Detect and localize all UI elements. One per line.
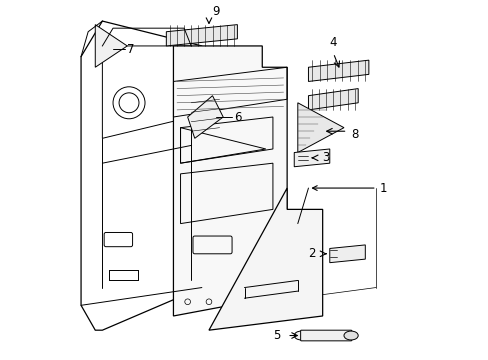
Polygon shape — [95, 24, 127, 67]
Polygon shape — [308, 89, 358, 110]
Text: 3: 3 — [322, 151, 329, 165]
Polygon shape — [187, 96, 223, 138]
Polygon shape — [329, 245, 365, 263]
Polygon shape — [166, 24, 237, 46]
Polygon shape — [173, 46, 286, 316]
Text: 6: 6 — [233, 111, 241, 123]
Ellipse shape — [294, 331, 308, 340]
Text: 9: 9 — [212, 5, 220, 18]
Text: 8: 8 — [350, 128, 358, 141]
Polygon shape — [308, 60, 368, 81]
Text: 2: 2 — [307, 247, 315, 260]
Text: 5: 5 — [272, 329, 280, 342]
Polygon shape — [208, 188, 322, 330]
Polygon shape — [297, 103, 343, 153]
Text: 7: 7 — [127, 43, 135, 56]
Text: 1: 1 — [312, 181, 386, 194]
Polygon shape — [294, 149, 329, 167]
FancyBboxPatch shape — [300, 330, 351, 341]
Text: 4: 4 — [329, 36, 336, 49]
Ellipse shape — [343, 331, 358, 340]
